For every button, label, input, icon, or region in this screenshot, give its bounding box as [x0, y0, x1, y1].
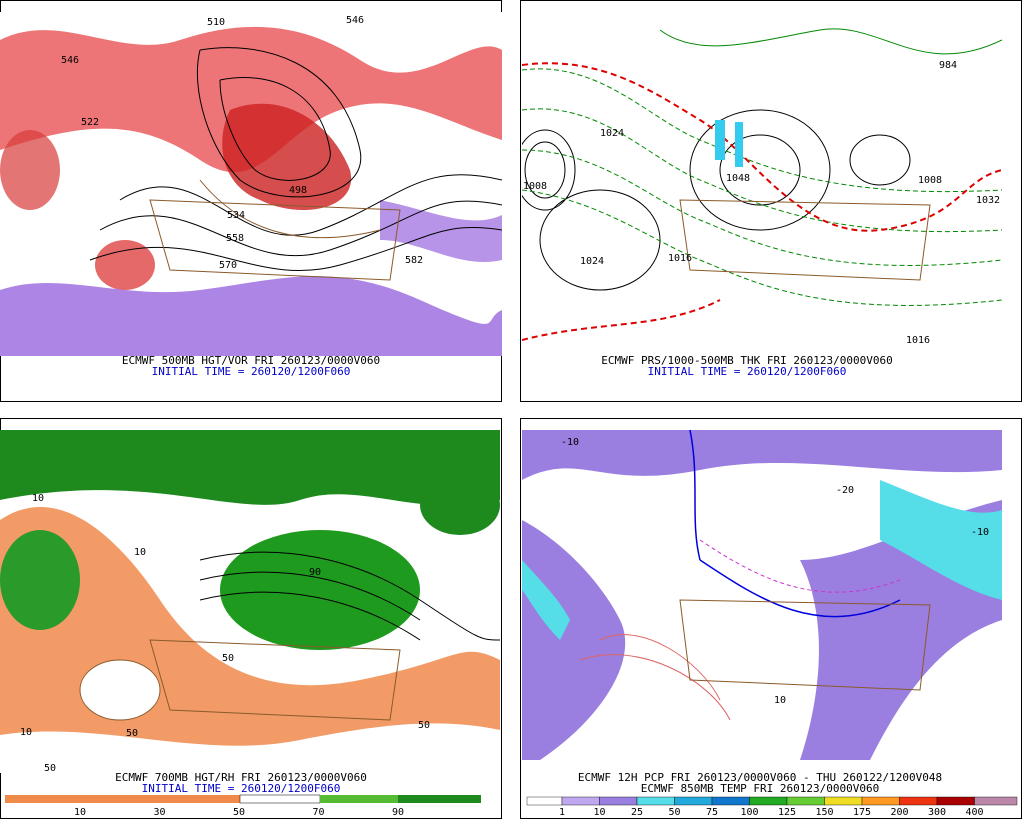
contour-label: -20 — [836, 485, 854, 496]
contour-label: 10 — [134, 547, 146, 558]
map-precip — [522, 430, 1002, 773]
contour-label: 558 — [226, 233, 244, 244]
contour-label: 570 — [219, 260, 237, 271]
initial-time: INITIAL TIME = 260120/1200F060 — [142, 782, 341, 795]
contour-label: 1024 — [600, 128, 624, 139]
contour-label: 498 — [289, 185, 307, 196]
contour-label: 1048 — [726, 173, 750, 184]
contour-label: 50 — [222, 653, 234, 664]
colorbar-label: 10 — [74, 807, 86, 818]
colorbar-segment — [936, 796, 975, 806]
contour-label: 522 — [81, 117, 99, 128]
colorbar-label: 1 — [559, 807, 565, 818]
colorbar-segment — [636, 796, 675, 806]
contour-label: 10 — [32, 493, 44, 504]
colorbar-segment — [711, 796, 750, 806]
contour-label: 90 — [309, 567, 321, 578]
colorbar-label: 200 — [890, 807, 908, 818]
colorbar-segment — [320, 795, 398, 803]
contour-label: 984 — [939, 60, 957, 71]
colorbar-label: 30 — [153, 807, 165, 818]
panel-caption: ECMWF PRS/1000-500MB THK FRI 260123/0000… — [601, 354, 892, 367]
contour-label: 1016 — [668, 253, 692, 264]
colorbar-segment — [899, 796, 938, 806]
colorbar-segment — [561, 796, 600, 806]
contour-label: 1032 — [976, 195, 1000, 206]
colorbar-segment — [5, 795, 240, 803]
colorbar-segment — [861, 796, 900, 806]
colorbar-segment — [526, 796, 563, 806]
contour-label: 546 — [61, 55, 79, 66]
map-pressure — [522, 12, 1002, 356]
colorbar-label: 90 — [392, 807, 404, 818]
colorbar-label: 300 — [928, 807, 946, 818]
colorbar-label: 400 — [965, 807, 983, 818]
colorbar-label: 125 — [778, 807, 796, 818]
contour-label: 50 — [418, 720, 430, 731]
initial-time: INITIAL TIME = 260120/1200F060 — [152, 365, 351, 378]
colorbar-label: 50 — [233, 807, 245, 818]
contour-label: -10 — [971, 527, 989, 538]
contour-label: 1016 — [906, 335, 930, 346]
colorbar-label: 10 — [593, 807, 605, 818]
colorbar-segment — [749, 796, 788, 806]
contour-label: 582 — [405, 255, 423, 266]
colorbar-segment — [398, 795, 481, 803]
contour-label: -10 — [561, 437, 579, 448]
contour-label: 1008 — [523, 181, 547, 192]
contour-label: 10 — [20, 727, 32, 738]
colorbar-label: 150 — [815, 807, 833, 818]
contour-label: 50 — [126, 728, 138, 739]
contour-label: 1008 — [918, 175, 942, 186]
initial-time: INITIAL TIME = 260120/1200F060 — [648, 365, 847, 378]
colorbar-segment — [599, 796, 638, 806]
panel-caption: ECMWF 700MB HGT/RH FRI 260123/0000V060 — [115, 771, 367, 784]
contour-label: 546 — [346, 15, 364, 26]
contour-label: 50 — [44, 763, 56, 774]
colorbar-label: 50 — [668, 807, 680, 818]
panel-border — [520, 0, 1022, 402]
colorbar-segment — [786, 796, 825, 806]
panel-caption: ECMWF 500MB HGT/VOR FRI 260123/0000V060 — [122, 354, 380, 367]
colorbar-segment — [674, 796, 713, 806]
colorbar-segment — [974, 796, 1018, 806]
colorbar-label: 75 — [706, 807, 718, 818]
map-500mb — [0, 12, 502, 356]
panel-caption: ECMWF 12H PCP FRI 260123/0000V060 - THU … — [578, 771, 942, 784]
colorbar-labels: 10 30 50 70 90 — [74, 807, 404, 818]
contour-label: 510 — [207, 17, 225, 28]
map-700mb — [0, 430, 500, 773]
colorbar-label: 70 — [312, 807, 324, 818]
colorbar-segment — [824, 796, 863, 806]
colorbar-segment — [239, 794, 321, 804]
contour-label: 534 — [227, 210, 245, 221]
panel-subcaption: ECMWF 850MB TEMP FRI 260123/0000V060 — [641, 782, 879, 795]
colorbar-label: 25 — [631, 807, 643, 818]
colorbar-label: 175 — [853, 807, 871, 818]
contour-label: 1024 — [580, 256, 604, 267]
colorbar: 1 10 25 50 75 100 125 150 175 200 300 400 — [526, 796, 1018, 818]
contour-label: 10 — [774, 695, 786, 706]
colorbar-label: 100 — [740, 807, 758, 818]
